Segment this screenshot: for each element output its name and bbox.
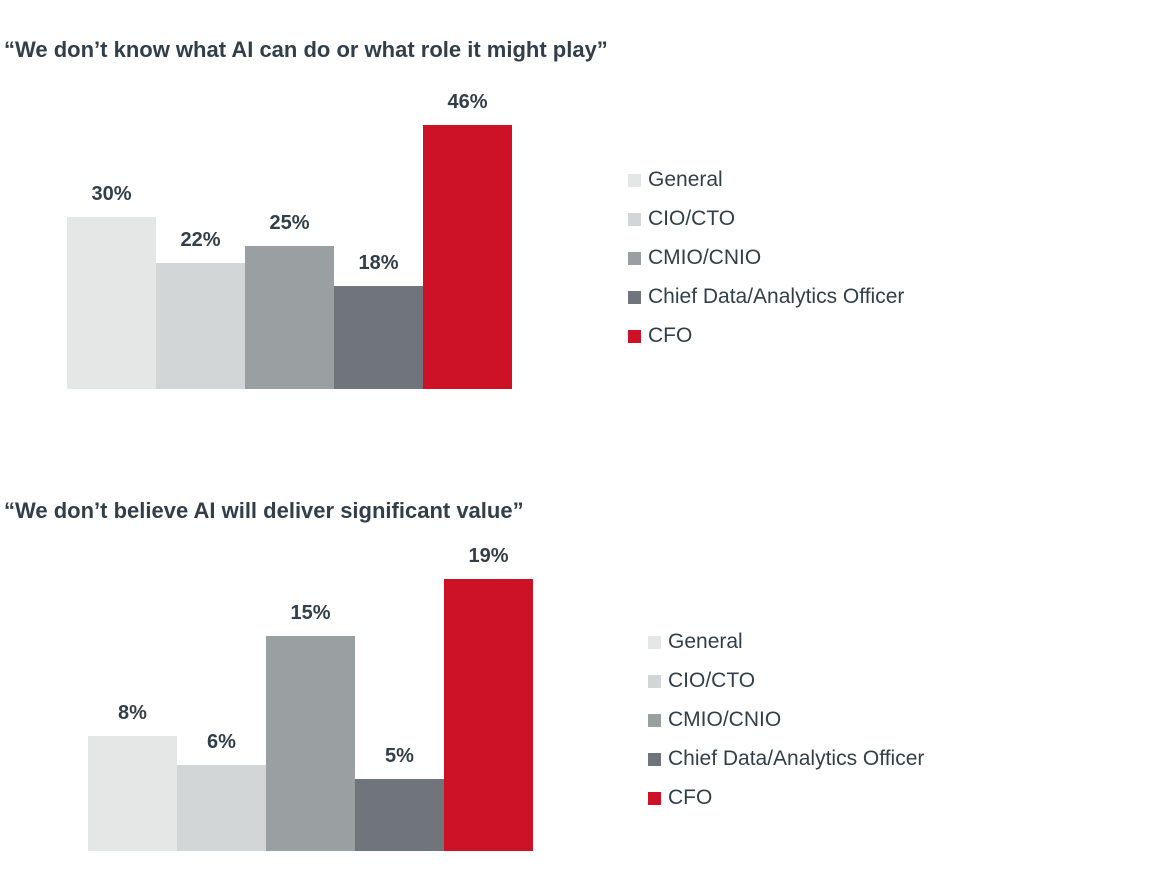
legend-item: General [648,630,924,654]
bar-value-label: 46% [447,91,488,113]
chart-2-title: “We don’t believe AI will deliver signif… [4,498,524,523]
bar-group: 22% [156,229,245,389]
legend-item: General [628,168,904,192]
chart-1-title: “We don’t know what AI can do or what ro… [4,37,608,62]
bar-value-label: 19% [468,545,509,567]
legend-label: CMIO/CNIO [668,708,782,731]
legend-swatch-icon [628,251,641,265]
bar-cio-cto [177,765,266,851]
bar-chief-data-analytics-officer [355,779,444,851]
legend-label: General [648,168,723,191]
legend-label: CIO/CTO [668,669,756,692]
legend-item: Chief Data/Analytics Officer [628,285,904,309]
legend-label: CMIO/CNIO [648,246,762,269]
bar-value-label: 15% [290,602,331,624]
bar-group: 8% [88,702,177,851]
bar-value-label: 6% [207,731,236,753]
legend-swatch-icon [628,212,641,226]
legend-swatch-icon [648,752,661,766]
legend-swatch-icon [628,290,641,304]
legend-label: Chief Data/Analytics Officer [668,747,925,770]
bar-group: 30% [67,183,156,389]
legend-label: Chief Data/Analytics Officer [648,285,905,308]
bar-value-label: 5% [385,745,414,767]
legend-item: CFO [628,324,904,348]
bar-general [88,736,177,851]
chart-1-legend: General CIO/CTO CMIO/CNIO Chief Data/Analyt… [628,168,904,363]
chart-2-bars: 8% 6% 15% 5% 19% [88,521,533,851]
bar-group: 15% [266,602,355,851]
legend-item: CFO [648,786,924,810]
bar-group: 25% [245,212,334,389]
legend-label: General [668,630,743,653]
bar-cmio-cnio [245,246,334,389]
legend-item: CMIO/CNIO [628,246,904,270]
chart-1-bars: 30% 22% 25% 18% 46% [67,59,512,389]
legend-swatch-icon [648,635,661,649]
bar-group: 18% [334,252,423,389]
bar-group: 5% [355,745,444,851]
bar-value-label: 18% [358,252,399,274]
legend-label: CFO [648,324,693,347]
bar-value-label: 25% [269,212,310,234]
bar-value-label: 8% [118,702,147,724]
bar-group: 46% [423,91,512,389]
legend-label: CIO/CTO [648,207,736,230]
legend-swatch-icon [648,713,661,727]
bar-group: 6% [177,731,266,851]
legend-item: CMIO/CNIO [648,708,924,732]
legend-swatch-icon [648,791,661,805]
bar-cfo [423,125,512,389]
legend-swatch-icon [648,674,661,688]
bar-chief-data-analytics-officer [334,286,423,389]
legend-item: CIO/CTO [628,207,904,231]
bar-group: 19% [444,545,533,851]
bar-value-label: 22% [180,229,221,251]
bar-general [67,217,156,389]
bar-value-label: 30% [91,183,132,205]
bar-cfo [444,579,533,851]
legend-item: CIO/CTO [648,669,924,693]
legend-label: CFO [668,786,713,809]
legend-item: Chief Data/Analytics Officer [648,747,924,771]
bar-cio-cto [156,263,245,389]
legend-swatch-icon [628,329,641,343]
bar-cmio-cnio [266,636,355,851]
chart-2-legend: General CIO/CTO CMIO/CNIO Chief Data/Analyt… [648,630,924,825]
legend-swatch-icon [628,173,641,187]
